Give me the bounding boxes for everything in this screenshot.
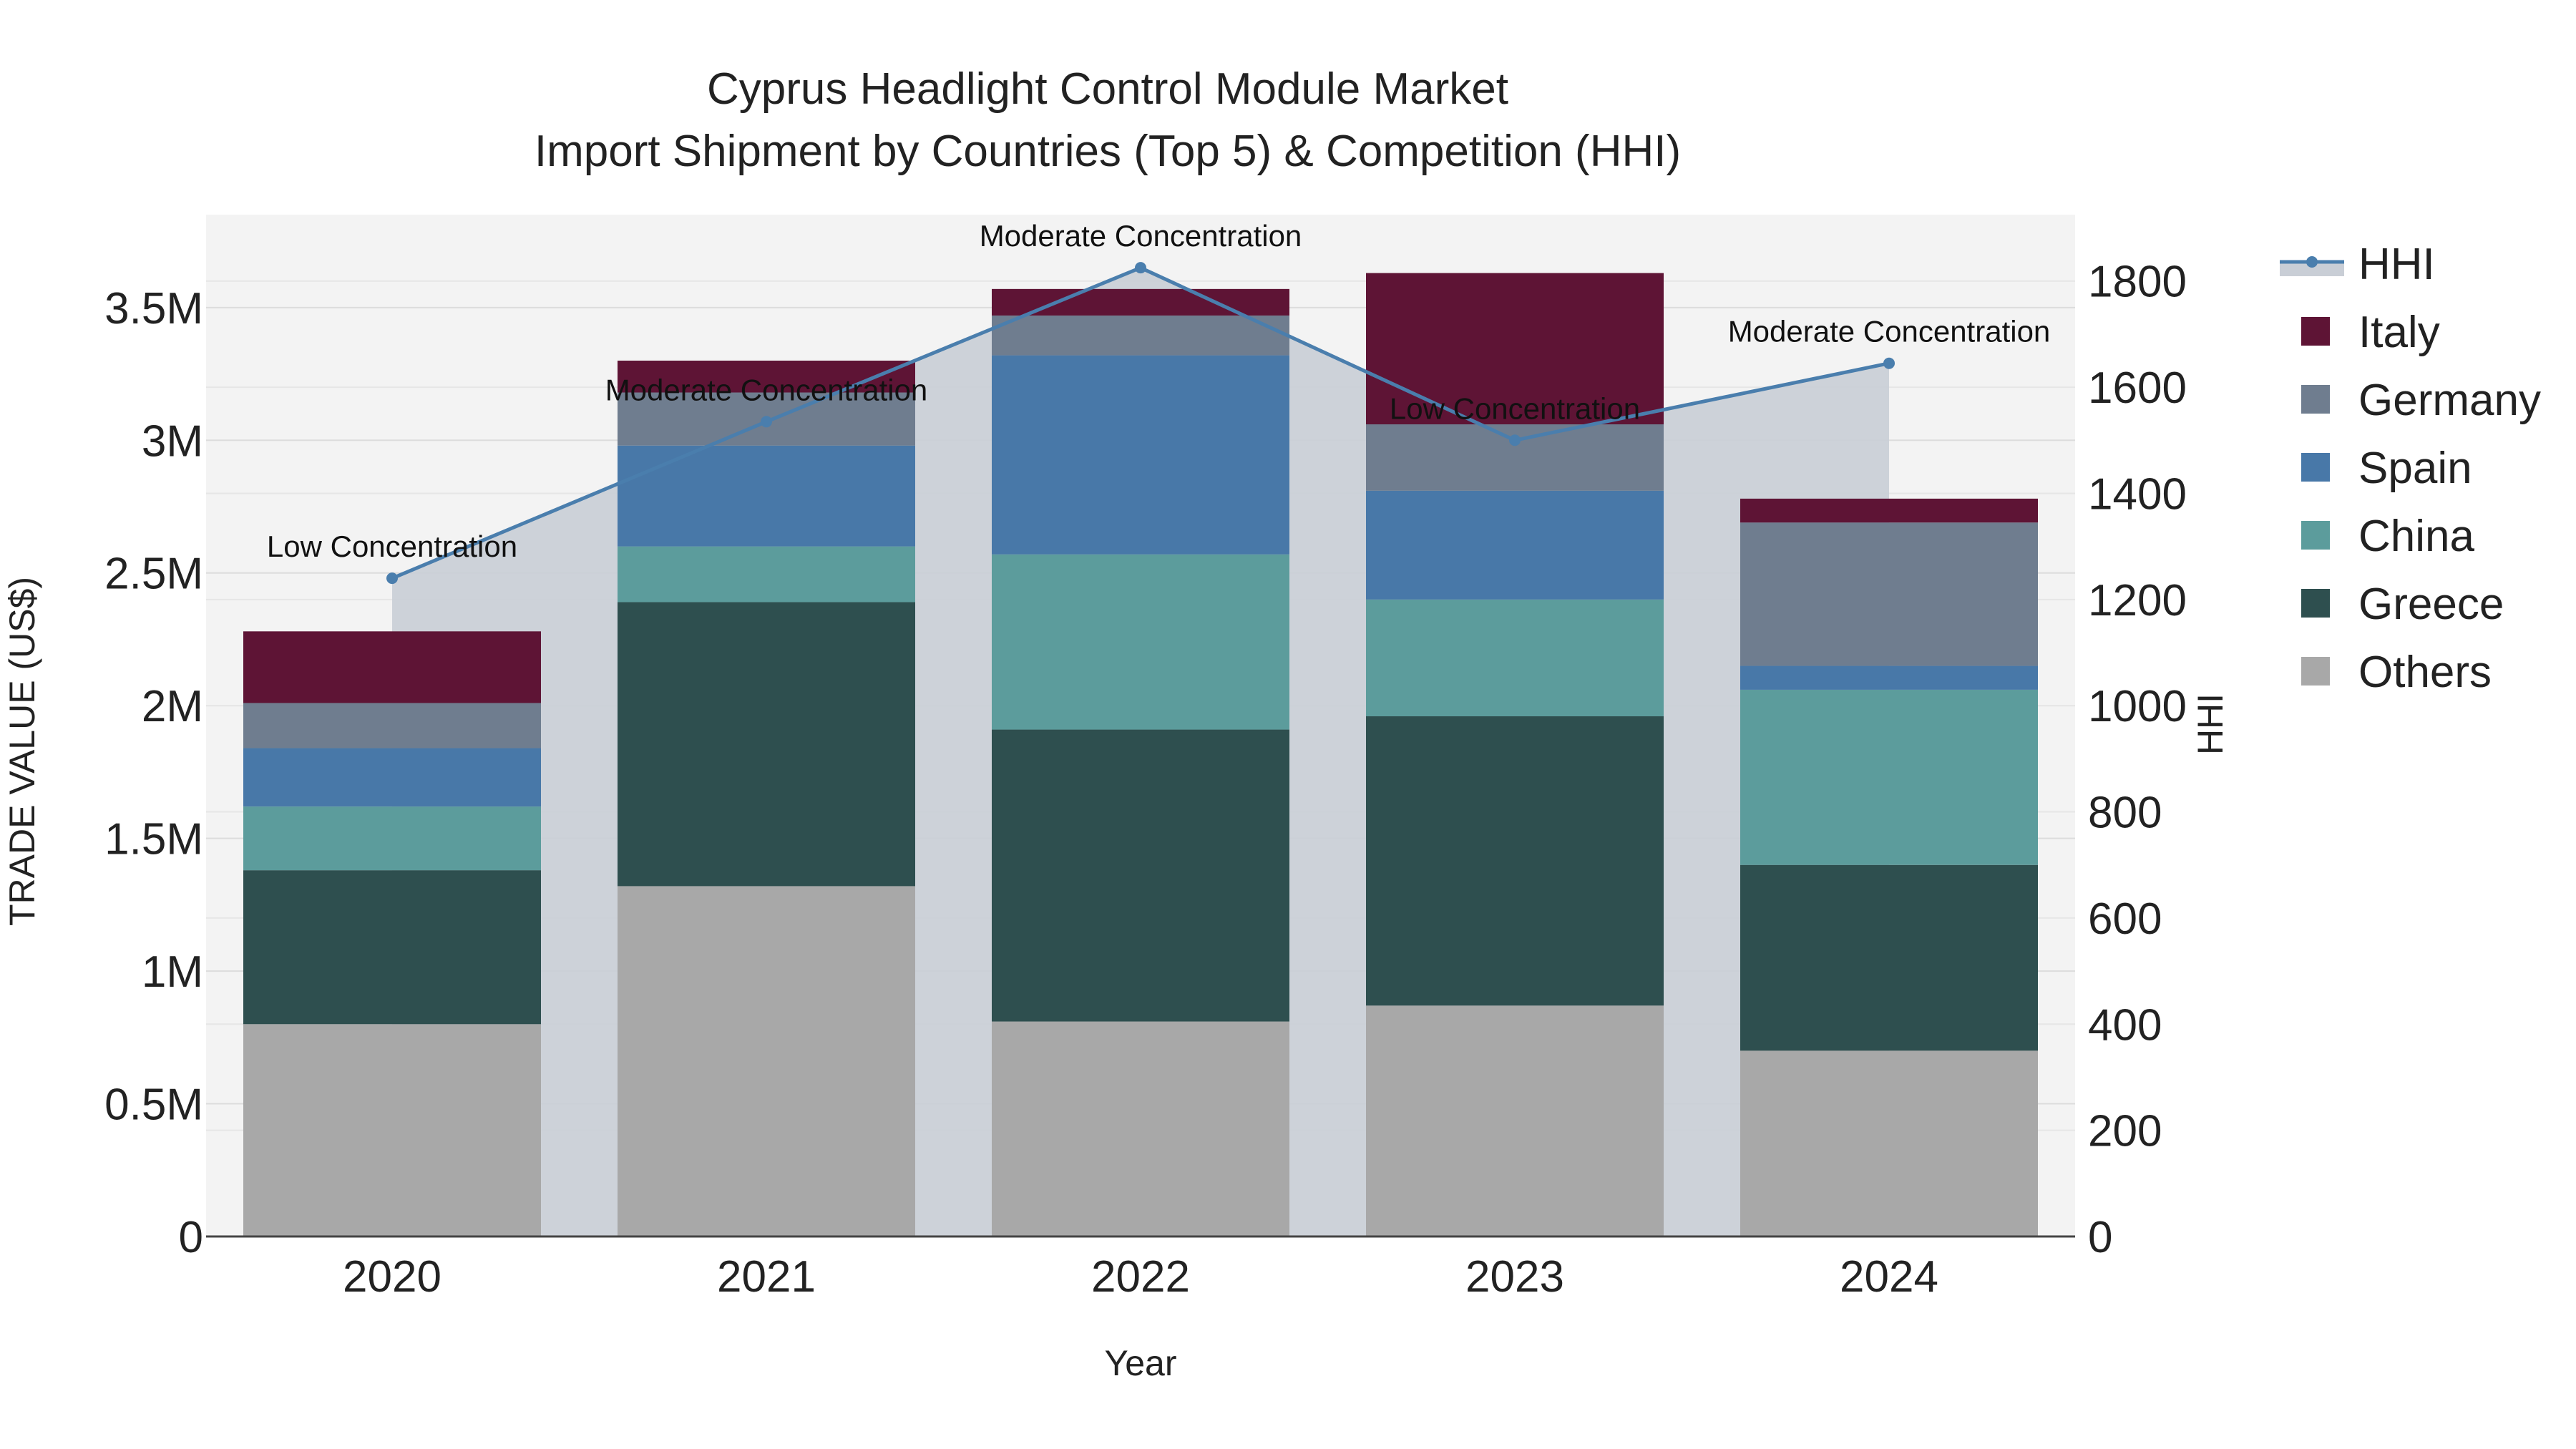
x-tick-label: 2021	[717, 1252, 816, 1302]
hhi-annotation: Moderate Concentration	[980, 219, 1302, 253]
legend-swatch-hhi-area	[2280, 260, 2344, 276]
x-tick-label: 2023	[1465, 1252, 1564, 1302]
bar-china-2024[interactable]	[1740, 689, 2038, 865]
y-tick-label: 3M	[142, 416, 203, 466]
y-axis-ticks: 0 0.5M 1M 1.5M 2M 2.5M 3M 3.5M	[104, 284, 203, 1262]
legend-item-spain[interactable]: Spain	[2301, 444, 2472, 493]
hhi-annotation: Low Concentration	[1390, 391, 1640, 425]
legend-label: Others	[2358, 648, 2492, 697]
y-axis-title: TRADE VALUE (US$)	[2, 577, 42, 926]
bar-others-2021[interactable]	[618, 886, 915, 1236]
bar-italy-2021[interactable]	[618, 361, 915, 393]
legend-label: Greece	[2358, 580, 2504, 629]
bar-germany-2024[interactable]	[1740, 522, 2038, 666]
bar-spain-2020[interactable]	[243, 748, 541, 807]
legend-label: China	[2358, 512, 2475, 561]
y2-tick-label: 200	[2088, 1107, 2162, 1156]
y2-axis-ticks: 0 200 400 600 800 1000 1200 1400 1600 1800	[2088, 258, 2187, 1262]
legend: HHI Italy Germany Spain China Greece Others	[2280, 240, 2541, 697]
legend-item-china[interactable]: China	[2301, 512, 2475, 561]
y2-tick-label: 600	[2088, 894, 2162, 944]
y2-tick-label: 1400	[2088, 469, 2187, 519]
hhi-annotation: Low Concentration	[267, 530, 517, 563]
legend-swatch-china	[2301, 521, 2330, 550]
y2-tick-label: 0	[2088, 1213, 2112, 1262]
y2-axis-title: HHI	[2190, 693, 2230, 755]
bar-others-2023[interactable]	[1366, 1005, 1664, 1236]
bar-spain-2024[interactable]	[1740, 665, 2038, 690]
bars	[243, 273, 2038, 1236]
bar-greece-2021[interactable]	[618, 602, 915, 887]
chart-title: Cyprus Headlight Control Module Market	[707, 64, 1508, 114]
x-tick-label: 2020	[343, 1252, 441, 1302]
bar-italy-2023[interactable]	[1366, 273, 1664, 425]
bar-spain-2023[interactable]	[1366, 490, 1664, 600]
hhi-point-2022[interactable]	[1135, 262, 1146, 274]
hhi-point-2020[interactable]	[386, 572, 398, 585]
legend-swatch-italy	[2301, 317, 2330, 346]
x-tick-label: 2024	[1840, 1252, 1938, 1302]
bar-spain-2022[interactable]	[992, 355, 1289, 555]
bar-spain-2021[interactable]	[618, 445, 915, 547]
y-tick-label: 0	[179, 1213, 203, 1262]
bar-china-2021[interactable]	[618, 546, 915, 602]
chart-subtitle: Import Shipment by Countries (Top 5) & C…	[535, 127, 1681, 176]
legend-item-germany[interactable]: Germany	[2301, 376, 2541, 425]
legend-item-hhi[interactable]: HHI	[2280, 240, 2435, 289]
bar-others-2020[interactable]	[243, 1024, 541, 1236]
y-tick-label: 2.5M	[104, 550, 203, 599]
hhi-annotations: Low Concentration Moderate Concentration M…	[267, 219, 2050, 563]
y2-tick-label: 400	[2088, 1000, 2162, 1050]
y2-tick-label: 800	[2088, 789, 2162, 838]
y2-tick-label: 1800	[2088, 258, 2187, 307]
bar-italy-2020[interactable]	[243, 631, 541, 703]
legend-item-others[interactable]: Others	[2301, 648, 2492, 697]
bar-greece-2024[interactable]	[1740, 864, 2038, 1051]
legend-label: Germany	[2358, 376, 2541, 425]
y-tick-label: 2M	[142, 682, 203, 731]
legend-item-greece[interactable]: Greece	[2301, 580, 2504, 629]
y-tick-label: 3.5M	[104, 284, 203, 333]
bar-others-2022[interactable]	[992, 1021, 1289, 1236]
legend-label: HHI	[2358, 240, 2435, 289]
legend-swatch-others	[2301, 657, 2330, 686]
bar-greece-2023[interactable]	[1366, 716, 1664, 1006]
y2-tick-label: 1000	[2088, 682, 2187, 731]
bar-greece-2022[interactable]	[992, 729, 1289, 1022]
bar-greece-2020[interactable]	[243, 870, 541, 1025]
bar-germany-2022[interactable]	[992, 315, 1289, 356]
bar-italy-2024[interactable]	[1740, 498, 2038, 523]
legend-label: Italy	[2358, 308, 2440, 357]
legend-swatch-greece	[2301, 589, 2330, 618]
bar-italy-2022[interactable]	[992, 288, 1289, 316]
x-axis-ticks: 2020 2021 2022 2023 2024	[343, 1252, 1938, 1302]
bar-germany-2023[interactable]	[1366, 424, 1664, 491]
hhi-line	[386, 262, 1895, 585]
bar-china-2020[interactable]	[243, 806, 541, 871]
y2-tick-label: 1600	[2088, 364, 2187, 413]
bar-china-2022[interactable]	[992, 554, 1289, 730]
hhi-annotation: Moderate Concentration	[605, 373, 928, 406]
hhi-point-2021[interactable]	[761, 416, 772, 428]
hhi-point-2024[interactable]	[1883, 357, 1895, 369]
hhi-point-2023[interactable]	[1509, 434, 1521, 447]
legend-label: Spain	[2358, 444, 2472, 493]
y-tick-label: 0.5M	[104, 1080, 203, 1130]
bar-germany-2020[interactable]	[243, 703, 541, 748]
bar-others-2024[interactable]	[1740, 1050, 2038, 1236]
legend-swatch-hhi-marker	[2306, 256, 2318, 268]
legend-swatch-spain	[2301, 453, 2330, 482]
x-tick-label: 2022	[1091, 1252, 1190, 1302]
bar-china-2023[interactable]	[1366, 599, 1664, 717]
y-tick-label: 1.5M	[104, 815, 203, 864]
hhi-annotation: Moderate Concentration	[1728, 315, 2051, 348]
legend-swatch-germany	[2301, 385, 2330, 414]
x-axis-title: Year	[1104, 1343, 1176, 1383]
y-tick-label: 1M	[142, 947, 203, 997]
legend-item-italy[interactable]: Italy	[2301, 308, 2440, 357]
y2-tick-label: 1200	[2088, 576, 2187, 625]
